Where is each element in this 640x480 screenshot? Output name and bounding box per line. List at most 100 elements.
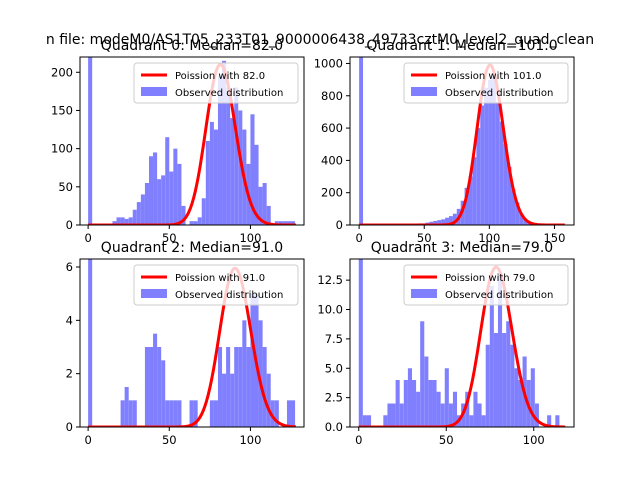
quadrant-3-ytick-label: 7.5 bbox=[325, 332, 343, 346]
quadrant-1-hist-bar bbox=[437, 220, 442, 225]
quadrant-3-hist-bar bbox=[518, 380, 523, 427]
quadrant-0-xtick-label: 0 bbox=[84, 231, 91, 245]
quadrant-1-hist-bar bbox=[484, 87, 489, 225]
quadrant-3-hist-bar bbox=[391, 403, 396, 427]
quadrant-2-xtick-label: 100 bbox=[239, 433, 261, 447]
quadrant-1-legend: Poission with 101.0 Observed distribution bbox=[403, 62, 569, 104]
quadrant-2-hist-bar bbox=[234, 347, 239, 427]
quadrant-2-ytick-label: 2 bbox=[66, 367, 73, 381]
quadrant-0-hist-bar bbox=[201, 198, 206, 225]
quadrant-0-ytick-label: 0 bbox=[66, 218, 73, 232]
quadrant-0-hist-bar bbox=[153, 152, 158, 225]
quadrant-1-hist-bar bbox=[519, 213, 524, 225]
quadrant-3-hist-bar bbox=[395, 380, 400, 427]
quadrant-2-hist-bar bbox=[217, 347, 223, 427]
quadrant-0-hist-bar bbox=[205, 141, 210, 225]
quadrant-1-hist-bar bbox=[511, 189, 516, 225]
quadrant-2-hist-bar bbox=[286, 400, 292, 427]
quadrant-0-panel: 0 50 100 0 50 100 150 200 Poission with 82.0 Obse… bbox=[51, 38, 305, 245]
quadrant-2-poisson-line bbox=[88, 266, 296, 427]
quadrant-0-hist-bar bbox=[266, 205, 271, 225]
legend-observed-swatch bbox=[411, 87, 437, 96]
quadrant-1-title: Quadrant 1: Median=101.0 bbox=[366, 38, 557, 54]
quadrant-2-hist-bar bbox=[242, 320, 247, 427]
legend-observed-label: Observed distribution bbox=[445, 290, 553, 301]
quadrant-0-hist-bar bbox=[193, 221, 198, 225]
quadrant-2-panel: 0 50 100 0 2 4 6 Poission with 91.0 Observed dis… bbox=[66, 240, 305, 447]
quadrant-2-hist-bar bbox=[213, 400, 218, 427]
quadrant-0-poisson-line bbox=[88, 63, 296, 225]
quadrant-2-hist-bar bbox=[165, 400, 170, 427]
quadrant-0-hist-bar bbox=[173, 148, 178, 225]
quadrant-1-hist-bar bbox=[476, 128, 481, 225]
quadrant-0-hist-bar bbox=[250, 114, 255, 225]
quadrant-0-hist-bar bbox=[213, 129, 218, 225]
quadrant-1-ytick-label: 400 bbox=[321, 153, 343, 167]
quadrant-0-hist-bar bbox=[157, 179, 162, 225]
quadrant-1-hist-bar bbox=[480, 105, 485, 225]
legend-observed-label: Observed distribution bbox=[175, 88, 283, 99]
quadrant-3-ytick-label: 0.0 bbox=[325, 420, 343, 434]
quadrant-1-plot-area: 0 50 100 150 0 200 400 600 800 1000 Poission with … bbox=[314, 56, 575, 245]
quadrant-1-xtick-label: 50 bbox=[417, 231, 432, 245]
quadrant-3-hist-bar bbox=[452, 391, 458, 427]
quadrant-0-hist-bar bbox=[161, 175, 166, 225]
quadrant-3-hist-bar bbox=[469, 415, 474, 427]
quadrant-0-xtick-label: 50 bbox=[162, 231, 177, 245]
quadrant-1-hist-bar bbox=[499, 121, 504, 225]
quadrant-0-hist-bar bbox=[222, 60, 227, 225]
quadrant-3-xtick-label: 100 bbox=[523, 433, 545, 447]
quadrant-2-ytick-label: 4 bbox=[66, 313, 73, 327]
quadrant-3-hist-bar bbox=[424, 356, 429, 427]
quadrant-3-hist-bar bbox=[477, 403, 482, 427]
quadrant-0-hist-bar bbox=[230, 118, 235, 225]
quadrant-3-hist-bar bbox=[416, 391, 421, 427]
quadrant-2-hist-bar bbox=[230, 373, 235, 427]
quadrant-3-hist-bar bbox=[530, 368, 535, 427]
quadrant-2-hist-bar bbox=[226, 347, 231, 427]
quadrant-3-hist-bar bbox=[493, 333, 498, 427]
quadrant-1-panel: 0 50 100 150 0 200 400 600 800 1000 Poission with … bbox=[314, 38, 575, 245]
quadrant-1-hist-bar bbox=[448, 216, 453, 225]
quadrant-0-hist-bar bbox=[177, 163, 182, 225]
quadrant-2-xtick-label: 0 bbox=[84, 433, 91, 447]
quadrant-3-legend: Poission with 79.0 Observed distribution bbox=[403, 264, 569, 306]
quadrant-0-hist-bar bbox=[226, 87, 231, 225]
quadrant-2-hist-bar bbox=[222, 373, 227, 427]
quadrant-0-hist-bar bbox=[120, 217, 125, 225]
quadrant-3-hist-bar bbox=[440, 403, 445, 427]
legend-observed-label: Observed distribution bbox=[445, 88, 553, 99]
quadrant-0-ytick-label: 100 bbox=[51, 142, 73, 156]
quadrant-0-hist-bar bbox=[124, 218, 129, 225]
quadrant-2-plot-area: 0 50 100 0 2 4 6 Poission with 91.0 Observed dis… bbox=[66, 258, 305, 447]
quadrant-2-hist-bar bbox=[209, 400, 214, 427]
quadrant-1-hist-bar bbox=[515, 202, 520, 225]
quadrant-2-hist-bar bbox=[132, 400, 137, 427]
quadrant-3-plot-area: 0 50 100 0.0 2.5 5.0 7.5 10.0 12.5 Poission with … bbox=[317, 258, 575, 447]
legend-poisson-label: Poission with 101.0 bbox=[445, 71, 541, 82]
quadrant-3-hist-bar bbox=[534, 403, 539, 427]
quadrant-3-poisson-line bbox=[358, 265, 566, 427]
quadrant-3-hist-bar bbox=[547, 415, 552, 427]
quadrant-2-hist-bar bbox=[270, 400, 275, 427]
quadrant-3-hist-bar bbox=[485, 344, 490, 427]
quadrant-0-hist-bar bbox=[140, 194, 145, 225]
quadrant-1-ytick-label: 1000 bbox=[314, 56, 343, 70]
quadrant-0-hist-bar bbox=[112, 221, 117, 225]
quadrant-3-hist-bar bbox=[407, 368, 412, 427]
quadrant-3-hist-bar bbox=[432, 380, 437, 427]
quadrant-1-hist-bar bbox=[495, 102, 500, 225]
quadrant-2-hist-bar bbox=[128, 400, 133, 427]
quadrant-0-hist-bar bbox=[136, 202, 141, 225]
quadrant-1-hist-bar bbox=[359, 57, 364, 225]
quadrant-3-hist-bar bbox=[497, 274, 503, 427]
quadrant-2-hist-bar bbox=[161, 360, 166, 427]
quadrant-2-hist-bar bbox=[153, 333, 158, 427]
legend-poisson-label: Poission with 82.0 bbox=[175, 71, 265, 82]
quadrant-3-hist-bar bbox=[411, 380, 417, 427]
quadrant-0-hist-bar bbox=[262, 183, 267, 225]
quadrant-1-hist-bar bbox=[433, 220, 438, 225]
quadrant-3-ytick-label: 10.0 bbox=[317, 303, 343, 317]
quadrant-1-xtick-label: 150 bbox=[543, 231, 565, 245]
quadrant-0-ytick-label: 200 bbox=[51, 65, 73, 79]
